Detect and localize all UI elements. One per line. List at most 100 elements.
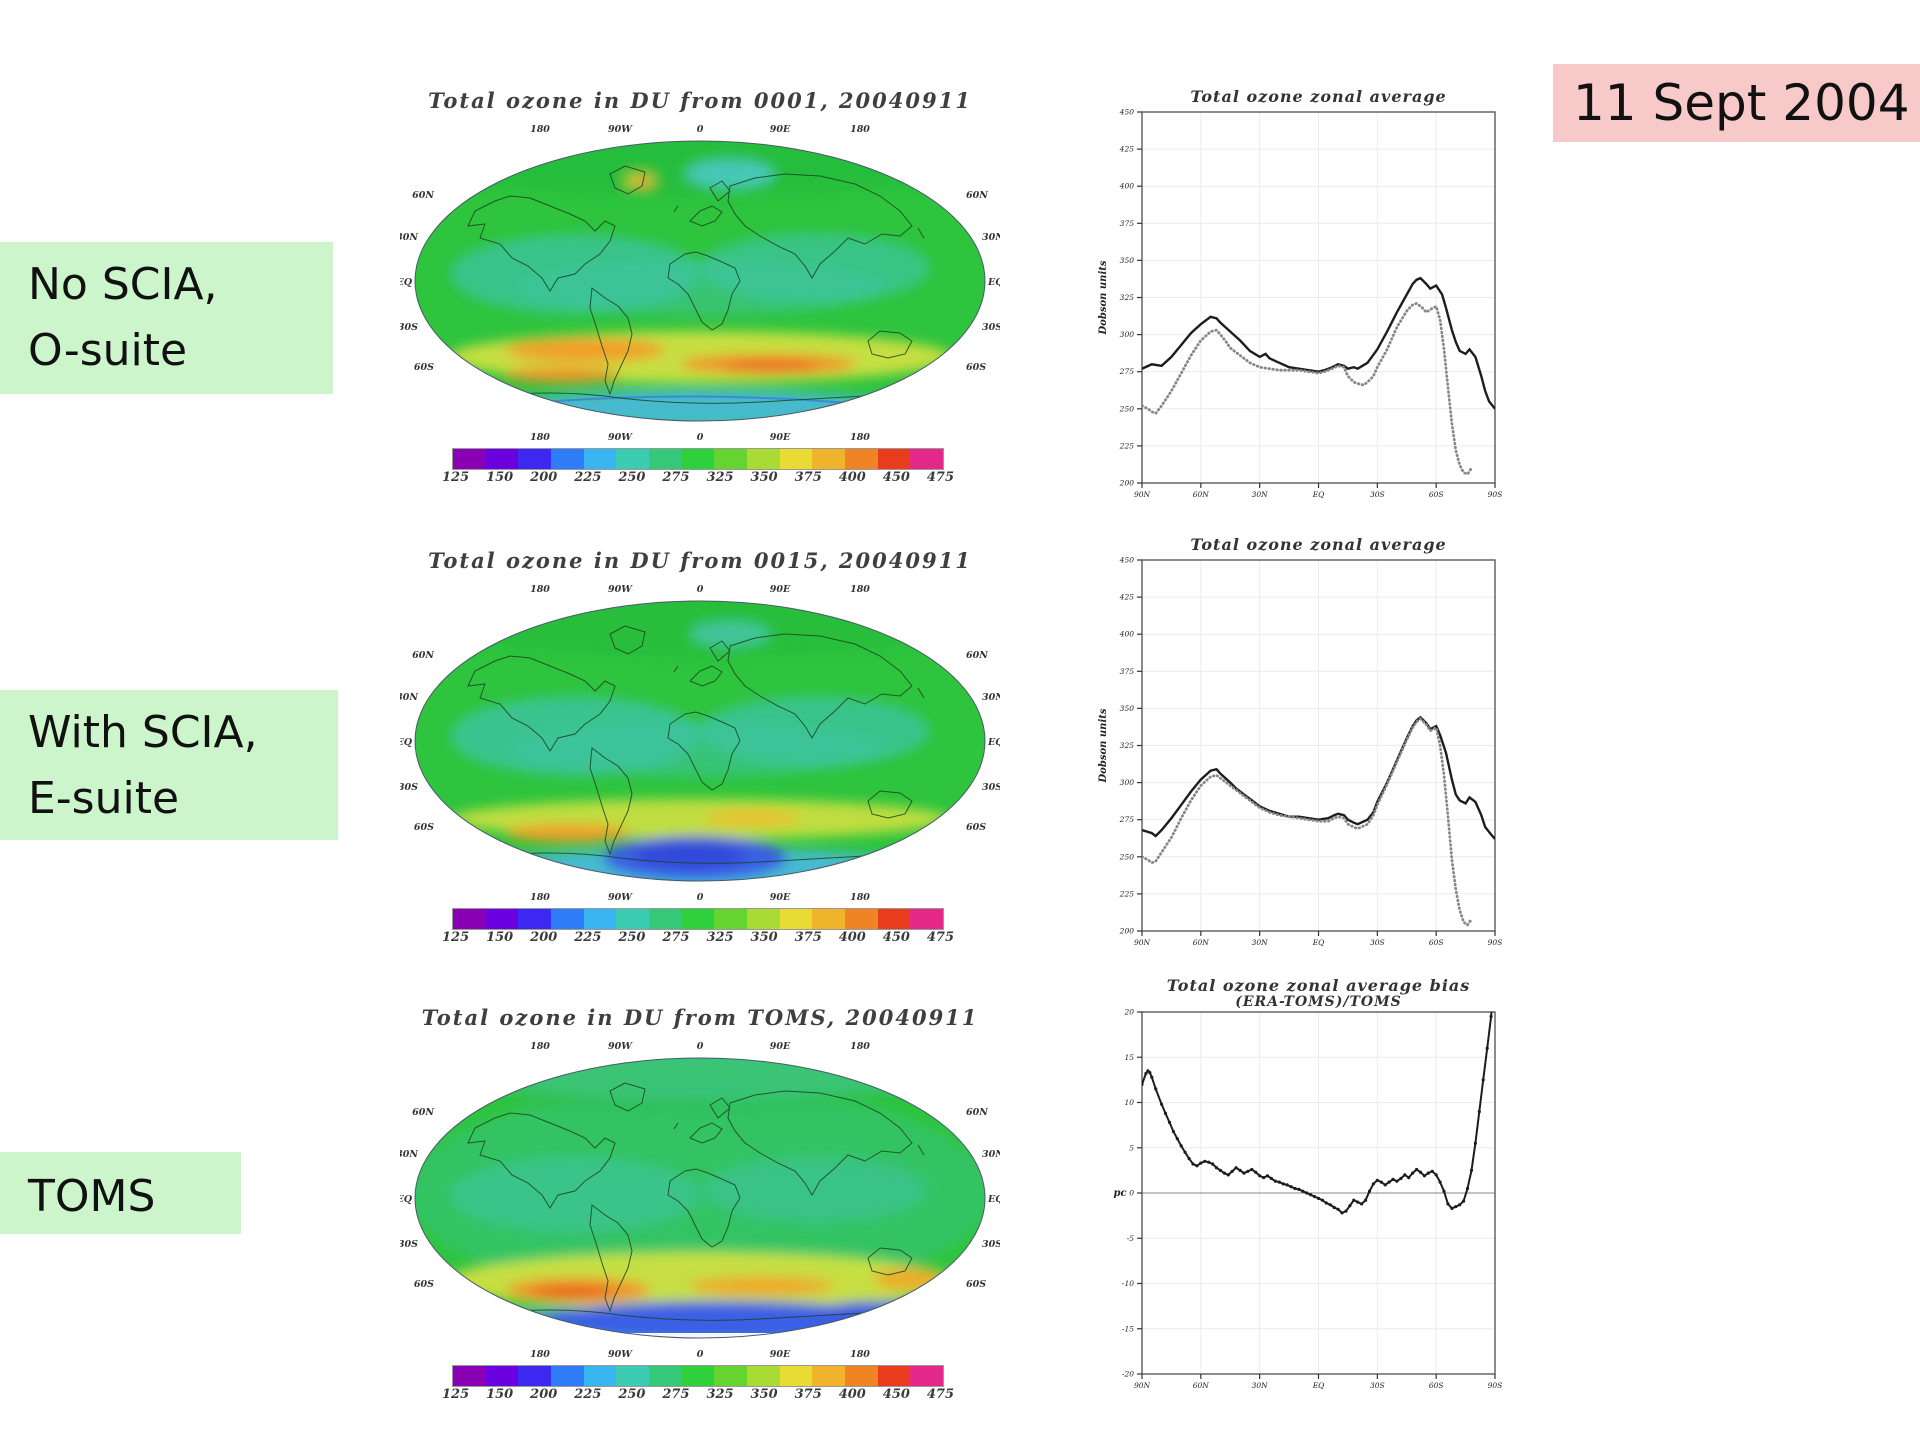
svg-text:0: 0 — [697, 1349, 704, 1360]
row-label-toms: TOMS — [0, 1152, 241, 1234]
series-line-dotted — [1142, 716, 1473, 928]
colorbar-tick-label: 325 — [706, 930, 734, 945]
ozone-field — [435, 601, 965, 881]
colorbar-segment — [779, 449, 813, 469]
svg-text:225: 225 — [1119, 441, 1135, 450]
colorbar-tick-label: 400 — [838, 470, 866, 485]
svg-text:425: 425 — [1119, 145, 1135, 154]
svg-text:180: 180 — [530, 1041, 550, 1052]
svg-text:90E: 90E — [770, 124, 791, 135]
map-lon-labels-top: 180 90W 0 90E 180 — [530, 124, 870, 135]
svg-text:325: 325 — [1120, 293, 1135, 302]
colorbar-tick-label: 225 — [574, 930, 602, 945]
colorbar-tick-label: 250 — [618, 1387, 646, 1402]
svg-text:450: 450 — [1119, 556, 1135, 565]
colorbar-tick-label: 450 — [882, 470, 910, 485]
y-tick-labels: 20 15 10 5 0 -5 -10 -15 -20 — [1122, 1008, 1134, 1379]
svg-text:60S: 60S — [1429, 938, 1444, 947]
ozone-field-extra — [519, 395, 881, 407]
svg-text:EQ: EQ — [400, 1194, 413, 1205]
colorbar-labels: 125 150 200 225 250 275 325 350 375 400 450 475 — [442, 470, 954, 485]
colorbar-segment — [714, 909, 748, 929]
svg-text:30S: 30S — [400, 1239, 418, 1250]
map-lat-labels-left: 60N 30N EQ 30S 60S — [395, 1107, 434, 1290]
y-axis-title: Dobson units — [1098, 708, 1109, 783]
colorbar — [452, 908, 944, 930]
svg-text:60S: 60S — [966, 362, 986, 373]
svg-text:EQ: EQ — [400, 277, 413, 288]
svg-text:200: 200 — [1119, 479, 1135, 488]
colorbar-segment — [453, 1366, 486, 1386]
svg-text:90E: 90E — [770, 432, 791, 443]
map-lon-labels-bottom: 180 90W 0 90E 180 — [530, 892, 870, 903]
colorbar-labels: 125 150 200 225 250 275 325 350 375 400 450 475 — [442, 930, 954, 945]
ozone-field — [435, 141, 965, 421]
colorbar-segment — [616, 909, 650, 929]
colorbar-tick-label: 350 — [750, 470, 778, 485]
svg-text:0: 0 — [697, 124, 704, 135]
colorbar-segment — [845, 1366, 878, 1386]
map-outline — [414, 140, 986, 422]
colorbar-tick-label: 125 — [442, 470, 470, 485]
svg-text:90N: 90N — [1134, 938, 1151, 947]
svg-text:60S: 60S — [414, 362, 434, 373]
map-svg: 180 90W 0 90E 180 180 90W 0 90E 180 60N 30N EQ 30S 60S… — [395, 124, 1004, 443]
colorbar — [452, 448, 944, 470]
svg-text:EQ: EQ — [987, 737, 1000, 748]
map-panel-toms: Total ozone in DU from TOMS, 20040911 18… — [395, 1005, 1004, 1402]
colorbar-segment — [812, 449, 846, 469]
svg-text:0: 0 — [697, 1041, 704, 1052]
colorbar-segment — [518, 909, 552, 929]
row-label-line: With SCIA, — [28, 707, 258, 758]
colorbar-segment — [583, 449, 617, 469]
svg-text:180: 180 — [850, 892, 870, 903]
y-tick-labels: 450 425 400 375 350 325 300 275 250 225 200 — [1119, 556, 1135, 936]
svg-text:60N: 60N — [1193, 938, 1210, 947]
map-lon-labels-top: 180 90W 0 90E 180 — [530, 1041, 870, 1052]
colorbar-segment — [518, 1366, 552, 1386]
colorbar-tick-label: 375 — [794, 930, 822, 945]
map-lat-labels-right: 60N 30N EQ 30S 60S — [966, 190, 1004, 373]
map-lat-labels-left: 60N 30N EQ 30S 60S — [395, 190, 434, 373]
series-line-solid — [1142, 715, 1495, 840]
colorbar-tick-label: 375 — [794, 1387, 822, 1402]
map-panel-o-suite: Total ozone in DU from 0001, 20040911 18… — [395, 88, 1004, 485]
colorbar-segment — [747, 1366, 780, 1386]
colorbar-segment — [616, 449, 650, 469]
map-outline — [414, 1057, 986, 1339]
ozone-field — [415, 1058, 985, 1338]
colorbar-tick-label: 400 — [838, 930, 866, 945]
chart-panel-bias: Total ozone zonal average bias (ERA-TOMS… — [1090, 970, 1560, 1435]
svg-text:400: 400 — [1119, 630, 1135, 639]
colorbar-tick-label: 325 — [706, 1387, 734, 1402]
map-svg: 180 90W 0 90E 180 180 90W 0 90E 180 60N 30N EQ 30S 60S… — [395, 584, 1004, 903]
svg-text:90N: 90N — [1134, 490, 1151, 499]
colorbar-segment — [681, 1366, 715, 1386]
svg-text:90W: 90W — [608, 1349, 633, 1360]
colorbar-tick-label: 450 — [882, 1387, 910, 1402]
colorbar-segment — [453, 909, 486, 929]
svg-text:250: 250 — [1119, 852, 1135, 861]
svg-text:60S: 60S — [1429, 490, 1444, 499]
svg-text:60S: 60S — [966, 822, 986, 833]
svg-text:10: 10 — [1124, 1098, 1134, 1107]
svg-text:90S: 90S — [1488, 1381, 1503, 1390]
svg-text:60S: 60S — [1429, 1381, 1444, 1390]
colorbar-segment — [583, 1366, 617, 1386]
colorbar-tick-label: 125 — [442, 930, 470, 945]
colorbar-segment — [714, 449, 748, 469]
svg-text:90E: 90E — [770, 584, 791, 595]
colorbar-segment — [649, 449, 682, 469]
svg-text:60S: 60S — [414, 822, 434, 833]
svg-text:90W: 90W — [608, 1041, 633, 1052]
svg-text:180: 180 — [530, 584, 550, 595]
colorbar-tick-label: 200 — [530, 1387, 558, 1402]
colorbar-tick-label: 350 — [750, 930, 778, 945]
svg-text:90E: 90E — [770, 892, 791, 903]
map-lon-labels-bottom: 180 90W 0 90E 180 — [530, 432, 870, 443]
svg-text:30N: 30N — [982, 692, 1000, 703]
axis-ticks — [1137, 1011, 1496, 1379]
colorbar-tick-label: 250 — [618, 930, 646, 945]
svg-text:300: 300 — [1120, 330, 1135, 339]
